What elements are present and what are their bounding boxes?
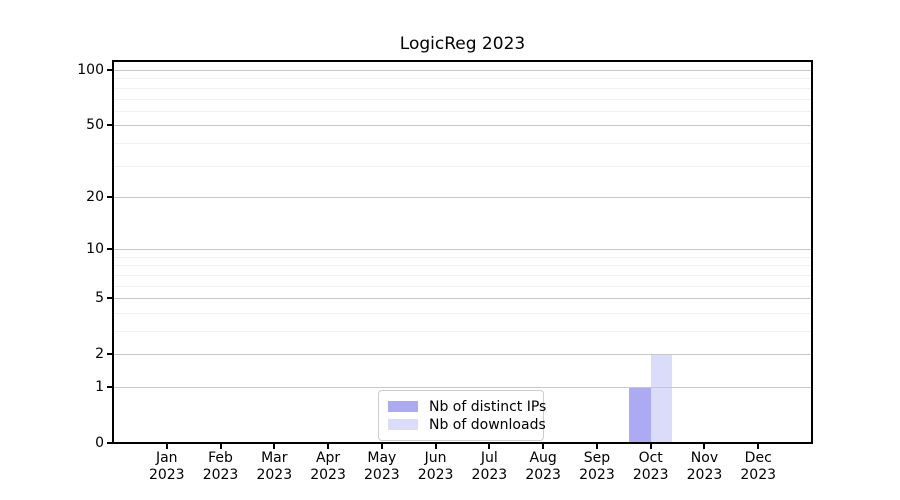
y-minor-gridline [113,166,812,167]
y-tick-mark [107,297,113,300]
x-tick-mark [542,444,545,449]
x-tick-mark [273,444,276,449]
y-tick-label: 50 [86,117,104,134]
legend-item-distinct-ips: Nb of distinct IPs [388,398,546,415]
y-minor-gridline [113,257,812,258]
x-tick-label: Jun 2023 [417,450,454,483]
y-gridline [113,387,812,388]
y-minor-gridline [113,88,812,89]
y-gridline [113,125,812,126]
y-tick-label: 100 [77,62,104,79]
y-tick-mark [107,442,113,444]
y-tick-label: 10 [86,241,104,258]
y-gridline [113,197,812,198]
left-spine [112,60,114,444]
y-tick-label: 2 [95,346,104,363]
x-tick-label: Jul 2023 [471,450,508,483]
legend-swatch-distinct-ips [388,401,418,412]
y-tick-mark [107,385,113,388]
y-minor-gridline [113,265,812,266]
bar-nb-of-downloads-oct [650,354,673,443]
y-tick-mark [107,248,113,251]
y-minor-gridline [113,78,812,79]
x-tick-label: Mar 2023 [256,450,293,483]
x-tick-label: May 2023 [364,450,400,483]
x-tick-label: Oct 2023 [632,450,669,483]
y-tick-label: 0 [95,435,104,451]
chart-title: LogicReg 2023 [399,34,526,54]
x-tick-mark [488,444,491,449]
right-spine [811,60,813,444]
y-gridline [113,354,812,355]
x-tick-mark [434,444,437,449]
x-tick-label: Aug 2023 [525,450,561,483]
x-tick-label: Apr 2023 [310,450,346,483]
y-tick-label: 20 [86,188,104,205]
y-tick-mark [107,353,113,356]
y-tick-mark [107,69,113,72]
y-minor-gridline [113,111,812,112]
y-minor-gridline [113,313,812,314]
legend-swatch-downloads [388,419,418,430]
legend-label-downloads: Nb of downloads [429,416,546,433]
x-tick-label: Dec 2023 [740,450,777,483]
x-tick-label: Jan 2023 [148,450,185,483]
y-gridline [113,70,812,71]
y-tick-mark [107,195,113,198]
x-tick-mark [380,444,383,449]
x-tick-mark [327,444,330,449]
y-tick-mark [107,124,113,127]
x-tick-mark [649,444,652,449]
y-minor-gridline [113,99,812,100]
y-gridline [113,249,812,250]
x-tick-mark [703,444,706,449]
x-tick-mark [219,444,222,449]
x-tick-mark [595,444,598,449]
x-tick-label: Nov 2023 [686,450,723,483]
plot-area [113,61,812,443]
bottom-spine [112,442,813,444]
top-spine [112,60,813,62]
legend-label-distinct-ips: Nb of distinct IPs [429,398,547,415]
y-minor-gridline [113,275,812,276]
y-minor-gridline [113,331,812,332]
y-minor-gridline [113,143,812,144]
bar-nb-of-distinct-ips-oct [629,386,651,443]
x-tick-mark [757,444,760,449]
x-tick-mark [165,444,168,449]
x-tick-label: Feb 2023 [202,450,239,483]
legend: Nb of distinct IPs Nb of downloads [378,390,546,441]
legend-item-downloads: Nb of downloads [388,416,546,433]
x-tick-label: Sep 2023 [579,450,615,483]
y-minor-gridline [113,286,812,287]
y-tick-label: 5 [95,290,104,307]
y-gridline [113,298,812,299]
y-tick-label: 1 [95,378,104,395]
